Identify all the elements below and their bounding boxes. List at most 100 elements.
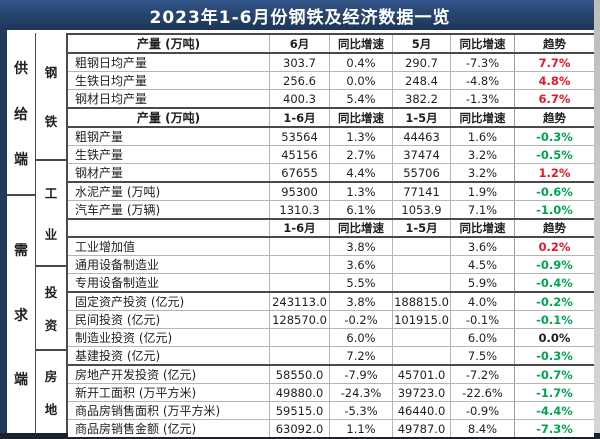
value-cell: 256.6 [269,72,329,89]
indicator-name: 商品房销售面积 (万平方米) [75,404,221,418]
trend-cell: -0.9% [514,256,594,273]
right-border-strip [594,0,600,433]
trend-cell: 6.7% [514,90,594,107]
trend-cell: 0.2% [514,238,594,255]
value-cell: 3.8% [329,293,392,310]
value-cell: 5.9% [450,274,514,291]
table-row: 水泥产量 (万吨) 95300 1.3% 77141 1.9% -0.6% [68,183,594,201]
value-cell: 243113.0 [269,293,329,310]
table-row: 生铁日均产量 256.6 0.0% 248.4 -4.8% 4.8% [68,72,594,90]
indicator-name: 基建投资 (亿元) [75,349,161,363]
value-cell: 400.3 [269,90,329,107]
value-cell: 1.9% [450,183,514,200]
value-cell: 5.4% [329,90,392,107]
value-cell: 46440.0 [392,402,450,419]
indicator-name: 水泥产量 (万吨) [75,185,161,199]
value-cell: 1310.3 [269,201,329,218]
table-header-row: 产量 (万吨) 6月 同比增速 5月 同比增速 趋势 [68,33,594,54]
trend-cell: -4.4% [514,402,594,419]
value-cell: 6月 [269,35,329,52]
value-cell [392,347,450,364]
table-row: 固定资产投资 (亿元) 243113.0 3.8% 188815.0 4.0% -0.2% [68,293,594,311]
trend-cell: -0.3% [514,347,594,364]
indicator-name: 汽车产量 (万辆) [75,203,161,217]
value-cell: 0.0% [329,72,392,89]
table-header-row: 1-6月 同比增速 1-5月 同比增速 趋势 [68,218,594,238]
value-cell: 5.5% [329,274,392,291]
value-cell: 128570.0 [269,311,329,328]
value-cell: 同比增速 [450,35,514,52]
value-cell: -0.1% [450,311,514,328]
value-cell: 1-5月 [392,220,450,236]
left-border-strip [0,30,7,433]
indicator-name: 制造业投资 (亿元) [75,331,173,345]
trend-cell: 趋势 [514,35,594,52]
indicator-name: 通用设备制造业 [75,258,160,272]
table-area: 供给端需求端 钢铁工业投资房地 产量 (万吨) 6月 同比增速 5月 同比增速 趋势 粗钢日… [7,33,594,437]
value-cell: 7.5% [450,347,514,364]
value-cell: 8.4% [450,420,514,437]
trend-cell: 7.7% [514,54,594,71]
table-row: 民间投资 (亿元) 128570.0 -0.2% 101915.0 -0.1% -0.1% [68,311,594,329]
value-cell: 248.4 [392,72,450,89]
vertical-label-char: 工 [44,186,58,201]
category-group-房地: 房地 [36,351,66,433]
supply-demand-column: 供给端需求端 [7,33,36,433]
value-cell: 1.3% [329,128,392,145]
value-cell [269,274,329,291]
table-header-row: 产量 (万吨) 1-6月 同比增速 1-5月 同比增速 趋势 [68,107,594,128]
value-cell: 101915.0 [392,311,450,328]
value-cell: 6.0% [329,329,392,346]
value-cell: 188815.0 [392,293,450,310]
value-cell: 37474 [392,146,450,163]
indicator-name: 生铁日均产量 [75,74,148,88]
table-row: 制造业投资 (亿元) 6.0% 6.0% 0.0% [68,329,594,347]
value-cell: 4.0% [450,293,514,310]
vertical-label-char: 地 [44,402,58,418]
value-cell: -0.2% [329,311,392,328]
trend-cell: 0.0% [514,329,594,346]
value-cell: 53564 [269,128,329,145]
value-cell: 95300 [269,183,329,200]
indicator-name: 产量 (万吨) [136,37,201,51]
value-cell: 7.2% [329,347,392,364]
value-cell: 382.2 [392,90,450,107]
indicator-name: 工业增加值 [75,240,136,254]
category-column: 钢铁工业投资房地 [36,33,68,433]
vertical-label-char: 求 [14,307,28,324]
value-cell: -1.3% [450,90,514,107]
value-cell [269,329,329,346]
trend-cell: -1.7% [514,384,594,401]
indicator-name: 新开工面积 (万平方米) [75,386,197,400]
vertical-label-char: 业 [44,227,58,242]
trend-cell: -0.6% [514,183,594,200]
value-cell [269,347,329,364]
page-title: 2023年1-6月份钢铁及经济数据一览 [0,0,600,30]
vertical-label-char: 给 [14,106,28,123]
indicator-name: 专用设备制造业 [75,276,160,290]
trend-cell: -0.7% [514,366,594,383]
side-group-需求端: 需求端 [7,196,35,433]
value-cell [269,256,329,273]
value-cell: 4.5% [450,256,514,273]
value-cell: 3.2% [450,146,514,163]
vertical-label-char: 房 [44,368,58,384]
value-cell: 39723.0 [392,384,450,401]
value-cell: 同比增速 [450,220,514,236]
trend-cell: -1.0% [514,201,594,218]
value-cell: 59515.0 [269,402,329,419]
trend-cell: 趋势 [514,109,594,126]
indicator-name: 生铁产量 [75,148,124,162]
value-cell: 6.1% [329,201,392,218]
value-cell [392,329,450,346]
value-cell: 55706 [392,164,450,181]
value-cell: 1.6% [450,128,514,145]
side-group-供给端: 供给端 [7,33,35,197]
value-cell: 3.6% [450,238,514,255]
value-cell: -7.3% [450,54,514,71]
value-cell: 6.0% [450,329,514,346]
table-row: 粗钢日均产量 303.7 0.4% 290.7 -7.3% 7.7% [68,54,594,72]
table-row: 新开工面积 (万平方米) 49880.0 -24.3% 39723.0 -22.6% -1… [68,384,594,402]
data-table: 产量 (万吨) 6月 同比增速 5月 同比增速 趋势 粗钢日均产量 303.7 0.4% 290.… [68,33,594,437]
